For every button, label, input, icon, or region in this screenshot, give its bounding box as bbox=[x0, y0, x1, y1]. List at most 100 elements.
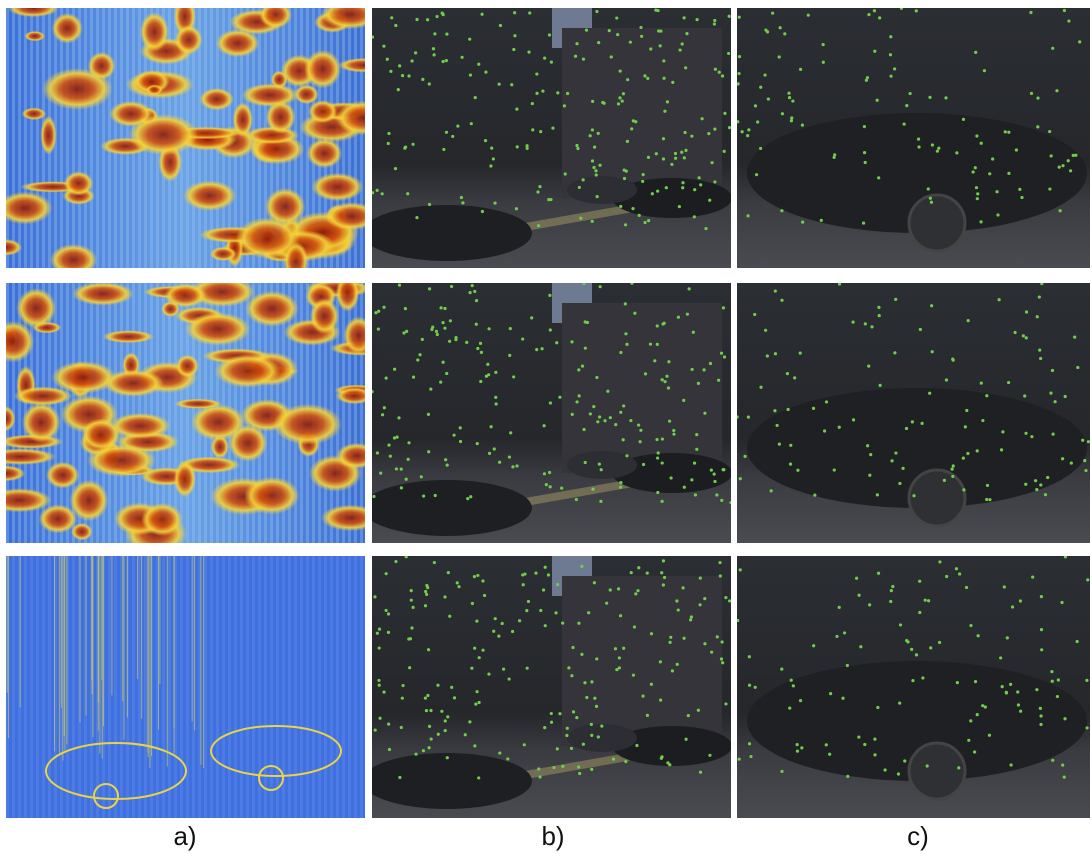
keypoint bbox=[878, 16, 881, 19]
keypoint bbox=[597, 132, 600, 135]
keypoint bbox=[666, 761, 669, 764]
keypoint bbox=[724, 702, 727, 705]
keypoint bbox=[1063, 776, 1066, 779]
keypoint bbox=[398, 776, 401, 779]
keypoint bbox=[623, 169, 626, 172]
keypoint bbox=[1039, 357, 1042, 360]
keypoint bbox=[867, 364, 870, 367]
keypoint bbox=[774, 289, 777, 292]
keypoint bbox=[477, 63, 480, 66]
keypoint bbox=[660, 500, 663, 503]
keypoint bbox=[469, 73, 472, 76]
keypoint bbox=[969, 719, 972, 722]
keypoint bbox=[576, 147, 579, 150]
keypoint bbox=[394, 560, 397, 563]
keypoint bbox=[1025, 310, 1028, 313]
keypoint bbox=[929, 197, 932, 200]
keypoint bbox=[386, 58, 389, 61]
keypoint bbox=[381, 192, 384, 195]
keypoint bbox=[748, 684, 751, 687]
keypoint bbox=[556, 583, 559, 586]
keypoint bbox=[1025, 336, 1028, 339]
keypoint bbox=[863, 743, 866, 746]
keypoint bbox=[710, 161, 713, 164]
keypoint bbox=[905, 427, 908, 430]
keypoint bbox=[671, 81, 674, 84]
keypoint bbox=[905, 104, 908, 107]
keypoint bbox=[527, 600, 530, 603]
keypoint bbox=[1039, 723, 1042, 726]
keypoint bbox=[641, 180, 644, 183]
keypoint bbox=[865, 79, 868, 82]
keypoint bbox=[681, 181, 684, 184]
keypoint bbox=[697, 709, 700, 712]
keypoint bbox=[378, 717, 381, 720]
heat-blob bbox=[199, 88, 234, 111]
keypoint bbox=[724, 596, 727, 599]
keypoint bbox=[862, 221, 865, 224]
keypoint bbox=[373, 595, 376, 598]
keypoint bbox=[508, 354, 511, 357]
keypoint bbox=[595, 657, 598, 660]
heat-blob bbox=[174, 461, 196, 497]
keypoint bbox=[869, 453, 872, 456]
keypoint bbox=[624, 223, 627, 226]
keypoint bbox=[450, 285, 453, 288]
keypoint bbox=[1085, 679, 1088, 682]
keypoint bbox=[1076, 366, 1079, 369]
keypoint bbox=[1064, 395, 1067, 398]
keypoint bbox=[436, 684, 439, 687]
keypoint bbox=[371, 36, 374, 39]
keypoint bbox=[575, 498, 578, 501]
keypoint bbox=[378, 684, 381, 687]
keypoint bbox=[930, 201, 933, 204]
keypoint bbox=[1036, 125, 1039, 128]
keypoint bbox=[637, 566, 640, 569]
keypoint bbox=[428, 203, 431, 206]
image-panel bbox=[0, 274, 394, 554]
keypoint bbox=[764, 329, 767, 332]
keypoint bbox=[662, 583, 665, 586]
keypoint bbox=[681, 586, 684, 589]
keypoint bbox=[406, 192, 409, 195]
keypoint bbox=[822, 61, 825, 64]
keypoint bbox=[426, 18, 429, 21]
keypoint bbox=[780, 209, 783, 212]
keypoint bbox=[683, 486, 686, 489]
keypoint bbox=[693, 215, 696, 218]
keypoint bbox=[561, 621, 564, 624]
keypoint bbox=[707, 132, 710, 135]
keypoint bbox=[567, 666, 570, 669]
keypoint bbox=[442, 148, 445, 151]
keypoint bbox=[1081, 439, 1084, 442]
keypoint bbox=[649, 47, 652, 50]
keypoint bbox=[617, 102, 620, 105]
keypoint bbox=[692, 331, 695, 334]
keypoint bbox=[428, 746, 431, 749]
keypoint bbox=[424, 696, 427, 699]
keypoint bbox=[600, 468, 603, 471]
panel-content bbox=[362, 8, 732, 268]
keypoint bbox=[807, 14, 810, 17]
keypoint bbox=[653, 359, 656, 362]
keypoint bbox=[812, 407, 815, 410]
keypoint bbox=[518, 619, 521, 622]
keypoint bbox=[616, 33, 619, 36]
keypoint bbox=[713, 19, 716, 22]
keypoint bbox=[405, 478, 408, 481]
keypoint bbox=[951, 475, 954, 478]
keypoint bbox=[1058, 166, 1061, 169]
keypoint bbox=[727, 52, 730, 55]
heat-blob bbox=[175, 25, 203, 54]
keypoint bbox=[487, 673, 490, 676]
keypoint bbox=[377, 310, 380, 313]
keypoint bbox=[409, 637, 412, 640]
keypoint bbox=[675, 599, 678, 602]
keypoint bbox=[593, 697, 596, 700]
heat-blob bbox=[308, 100, 337, 123]
keypoint bbox=[683, 16, 686, 19]
keypoint bbox=[510, 83, 513, 86]
keypoint bbox=[494, 371, 497, 374]
keypoint bbox=[753, 313, 756, 316]
keypoint bbox=[1016, 690, 1019, 693]
